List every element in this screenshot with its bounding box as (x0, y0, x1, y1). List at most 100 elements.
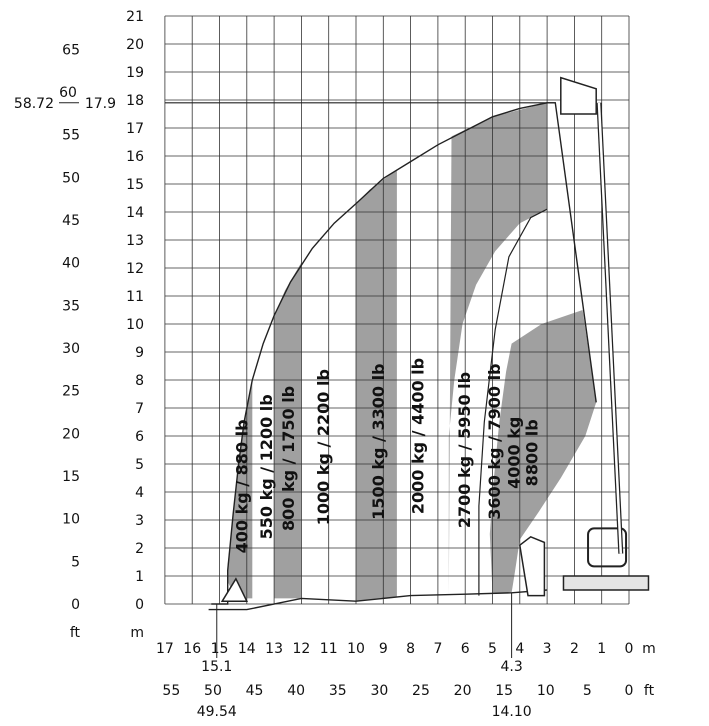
load-band-0 (227, 380, 253, 599)
attachment-icon (220, 577, 248, 602)
x-tick-m-5: 5 (488, 641, 497, 657)
y-tick-ft-65: 65 (62, 42, 80, 58)
band-label-4: 1500 kg / 3300 lb (369, 363, 388, 519)
y-tick-m-20: 20 (126, 37, 144, 53)
y-tick-ft-60: 60 (59, 85, 77, 101)
band-label-text-3-0: 1000 kg / 2200 lb (314, 369, 333, 525)
band-label-2: 800 kg / 1750 lb (279, 386, 298, 531)
y-tick-m-6: 6 (135, 429, 144, 445)
y-tick-ft-35: 35 (62, 298, 80, 314)
x-tick-ft-55: 55 (162, 683, 180, 699)
x-tick-ft-5: 5 (583, 683, 592, 699)
reach-mark-m-label: 4.3 (500, 659, 522, 675)
x-unit-m: m (642, 641, 656, 657)
y-tick-m-14: 14 (126, 205, 144, 221)
band-label-6: 2700 kg / 5950 lb (455, 372, 474, 528)
x-tick-ft-25: 25 (412, 683, 430, 699)
x-tick-m-13: 13 (265, 641, 283, 657)
x-tick-m-3: 3 (543, 641, 552, 657)
max-height-m-label: 17.9 (85, 96, 116, 112)
y-tick-m-16: 16 (126, 149, 144, 165)
reach-mark-ft-label: 14.10 (492, 704, 532, 720)
band-label-0: 400 kg / 880 lb (232, 419, 251, 553)
y-tick-m-8: 8 (135, 373, 144, 389)
y-tick-ft-45: 45 (62, 213, 80, 229)
x-tick-ft-40: 40 (287, 683, 305, 699)
cab-icon (587, 527, 628, 568)
x-tick-ft-20: 20 (454, 683, 472, 699)
x-tick-m-12: 12 (292, 641, 310, 657)
band-label-text-4-0: 1500 kg / 3300 lb (369, 363, 388, 519)
load-band-4 (489, 310, 597, 593)
max-height-ft-label: 58.72 (14, 96, 54, 112)
y-tick-ft-10: 10 (62, 512, 80, 528)
y-tick-m-13: 13 (126, 233, 144, 249)
x-tick-m-2: 2 (570, 641, 579, 657)
x-tick-m-10: 10 (347, 641, 365, 657)
band-label-7: 3600 kg / 7900 lb (485, 363, 504, 519)
x-tick-ft-30: 30 (370, 683, 388, 699)
y-tick-ft-30: 30 (62, 341, 80, 357)
x-tick-m-9: 9 (379, 641, 388, 657)
y-tick-m-10: 10 (126, 317, 144, 333)
y-tick-ft-55: 55 (62, 128, 80, 144)
band-label-text-1-0: 550 kg / 1200 lb (257, 394, 276, 539)
y-tick-m-12: 12 (126, 261, 144, 277)
band-label-text-2-0: 800 kg / 1750 lb (279, 386, 298, 531)
load-band-3 (448, 102, 548, 596)
y-tick-m-3: 3 (135, 513, 144, 529)
band-label-text-6-0: 2700 kg / 5950 lb (455, 372, 474, 528)
x-tick-m-15: 15 (211, 641, 229, 657)
x-tick-ft-0: 0 (625, 683, 634, 699)
x-tick-m-4: 4 (515, 641, 524, 657)
x-tick-m-1: 1 (597, 641, 606, 657)
inner-arc-3600 (478, 208, 548, 596)
boom-head-icon (560, 76, 597, 115)
x-tick-m-7: 7 (433, 641, 442, 657)
y-tick-m-21: 21 (126, 9, 144, 25)
y-tick-m-19: 19 (126, 65, 144, 81)
y-tick-ft-40: 40 (62, 256, 80, 272)
y-tick-ft-0: 0 (71, 597, 80, 613)
band-label-8: 4000 kg 8800 lb (505, 417, 542, 489)
chassis-icon (562, 575, 650, 591)
x-unit-ft: ft (644, 683, 655, 699)
outer-envelope (211, 102, 548, 605)
x-tick-ft-10: 10 (537, 683, 555, 699)
band-label-1: 550 kg / 1200 lb (257, 394, 276, 539)
outrigger-icon (518, 535, 546, 597)
y-tick-m-7: 7 (135, 401, 144, 417)
x-tick-ft-50: 50 (204, 683, 222, 699)
y-tick-m-2: 2 (135, 541, 144, 557)
y-tick-ft-20: 20 (62, 426, 80, 442)
y-tick-ft-15: 15 (62, 469, 80, 485)
x-tick-ft-15: 15 (495, 683, 513, 699)
band-label-3: 1000 kg / 2200 lb (314, 369, 333, 525)
y-tick-ft-5: 5 (71, 554, 80, 570)
y-tick-m-1: 1 (135, 569, 144, 585)
band-label-text-8-1: 8800 lb (523, 419, 542, 486)
y-tick-m-15: 15 (126, 177, 144, 193)
max-reach-ft-label: 49.54 (197, 704, 237, 720)
boom-inner-icon (597, 102, 623, 554)
y-tick-m-9: 9 (135, 345, 144, 361)
x-tick-ft-35: 35 (329, 683, 347, 699)
y-unit-ft: ft (70, 625, 81, 641)
envelope-right-edge (547, 102, 597, 403)
y-tick-m-18: 18 (126, 93, 144, 109)
x-tick-m-8: 8 (406, 641, 415, 657)
x-tick-ft-45: 45 (246, 683, 264, 699)
y-tick-ft-25: 25 (62, 384, 80, 400)
y-tick-m-5: 5 (135, 457, 144, 473)
y-tick-m-11: 11 (126, 289, 144, 305)
y-tick-ft-50: 50 (62, 170, 80, 186)
x-tick-m-14: 14 (238, 641, 256, 657)
band-label-text-5-0: 2000 kg / 4400 lb (408, 358, 427, 514)
y-tick-m-4: 4 (135, 485, 144, 501)
ground-baseline (208, 589, 548, 611)
band-label-5: 2000 kg / 4400 lb (408, 358, 427, 514)
y-unit-m: m (130, 625, 144, 641)
x-tick-m-11: 11 (320, 641, 338, 657)
x-tick-m-6: 6 (461, 641, 470, 657)
